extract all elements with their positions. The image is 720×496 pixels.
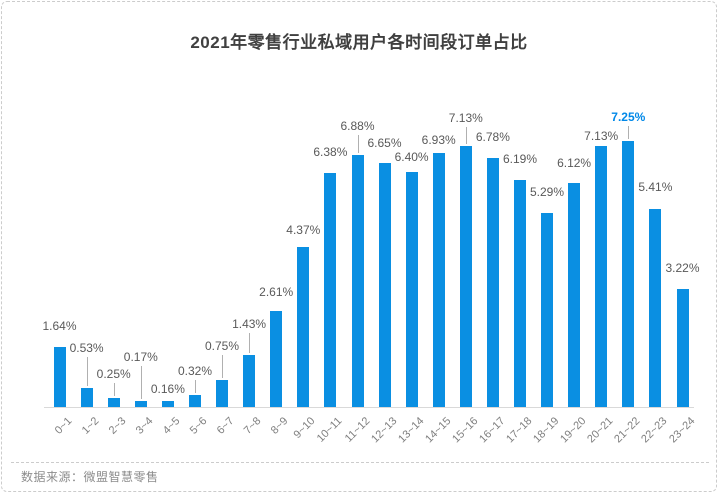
label-leader-line xyxy=(113,382,115,396)
bar-value-label: 1.43% xyxy=(232,316,267,331)
bar-value-label: 6.19% xyxy=(502,152,538,166)
bar[interactable] xyxy=(595,145,608,407)
bar-value-label: 6.93% xyxy=(421,132,456,147)
label-leader-line xyxy=(195,380,196,394)
bar-value-label: 7.13% xyxy=(448,110,483,125)
bar-value-label: 6.38% xyxy=(313,145,348,160)
bar[interactable] xyxy=(405,172,418,407)
bar[interactable] xyxy=(459,145,472,407)
bar-value-label: 7.25% xyxy=(611,110,646,125)
bar[interactable] xyxy=(676,288,689,407)
bar[interactable] xyxy=(270,311,283,407)
bar-value-label: 2.61% xyxy=(259,285,294,300)
bar-value-label: 0.53% xyxy=(69,340,104,355)
bar-value-label: 5.41% xyxy=(638,179,673,194)
bar-value-label: 4.37% xyxy=(286,222,321,237)
bar[interactable] xyxy=(297,246,310,407)
bar[interactable] xyxy=(649,208,662,407)
plot-area: 1.64% 0~1 0.53% 1~2 0.25% 2~3 0.17% 3~4 0.16% 4~5… xyxy=(2,2,716,462)
label-leader-line xyxy=(465,126,467,144)
bar[interactable] xyxy=(53,346,66,407)
bar-value-label: 5.29% xyxy=(529,185,565,199)
bar[interactable] xyxy=(541,213,553,407)
bar-value-label: 0.16% xyxy=(150,382,185,397)
bar-value-label: 7.13% xyxy=(584,128,619,143)
label-leader-line xyxy=(357,134,359,153)
bar[interactable] xyxy=(107,397,120,407)
bar-value-label: 1.64% xyxy=(42,318,77,333)
bar-value-label: 6.88% xyxy=(340,118,375,133)
bar[interactable] xyxy=(134,400,147,407)
bar[interactable] xyxy=(514,180,526,407)
label-leader-line xyxy=(140,365,142,399)
label-leader-line xyxy=(222,354,223,378)
bar-value-label: 6.78% xyxy=(475,130,510,145)
data-source-text: 数据来源：微盟智慧零售 xyxy=(21,470,159,484)
bar-value-label: 0.17% xyxy=(123,349,158,364)
bar[interactable] xyxy=(189,395,201,407)
bar[interactable] xyxy=(622,141,635,407)
bar-value-label: 6.40% xyxy=(394,150,429,165)
bar[interactable] xyxy=(568,182,581,407)
footer-divider xyxy=(11,462,709,463)
bar[interactable] xyxy=(243,354,256,407)
bar-value-label: 0.32% xyxy=(177,364,213,379)
bar-value-label: 3.22% xyxy=(665,260,700,275)
bar[interactable] xyxy=(161,401,174,407)
label-leader-line xyxy=(628,126,630,140)
bar[interactable] xyxy=(351,154,364,407)
bar[interactable] xyxy=(378,163,391,407)
bar-value-label: 0.25% xyxy=(96,366,131,381)
bar-value-label: 6.65% xyxy=(367,136,402,151)
label-leader-line xyxy=(249,332,251,353)
bar-value-label: 0.75% xyxy=(204,338,240,353)
chart-title: 2021年零售行业私域用户各时间段订单占比 xyxy=(190,33,528,52)
bar[interactable] xyxy=(432,152,445,407)
bar[interactable] xyxy=(486,158,499,407)
x-axis-line xyxy=(44,407,694,408)
bar[interactable] xyxy=(324,173,337,407)
bar[interactable] xyxy=(216,379,228,407)
bar[interactable] xyxy=(80,387,93,407)
bar-value-label: 6.12% xyxy=(557,155,592,170)
label-leader-line xyxy=(86,356,88,386)
